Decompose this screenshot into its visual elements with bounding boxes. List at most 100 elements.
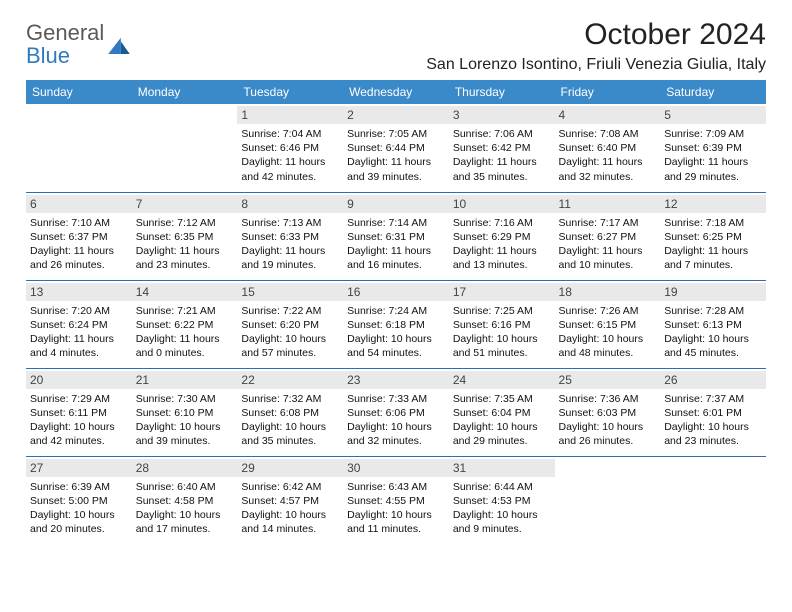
calendar-cell: 1 Sunrise: 7:04 AMSunset: 6:46 PMDaylight… — [237, 104, 343, 192]
day-details: Sunrise: 7:06 AMSunset: 6:42 PMDaylight:… — [453, 127, 551, 184]
day-number: 16 — [343, 283, 449, 301]
calendar-table: SundayMondayTuesdayWednesdayThursdayFrid… — [26, 80, 766, 544]
day-details: Sunrise: 7:21 AMSunset: 6:22 PMDaylight:… — [136, 304, 234, 361]
day-number: 3 — [449, 106, 555, 124]
calendar-week-row: 13Sunrise: 7:20 AMSunset: 6:24 PMDayligh… — [26, 280, 766, 368]
day-number: 21 — [132, 371, 238, 389]
day-details: Sunrise: 6:43 AMSunset: 4:55 PMDaylight:… — [347, 480, 445, 537]
day-details: Sunrise: 7:08 AMSunset: 6:40 PMDaylight:… — [559, 127, 657, 184]
day-number: 30 — [343, 459, 449, 477]
weekday-header: Sunday — [26, 80, 132, 104]
day-details: Sunrise: 6:44 AMSunset: 4:53 PMDaylight:… — [453, 480, 551, 537]
day-number: 4 — [555, 106, 661, 124]
calendar-week-row: 20 Sunrise: 7:29 AMSunset: 6:11 PMDayligh… — [26, 368, 766, 456]
day-number: 25 — [555, 371, 661, 389]
day-number: 31 — [449, 459, 555, 477]
calendar-cell: 30 Sunrise: 6:43 AMSunset: 4:55 PMDayligh… — [343, 456, 449, 544]
day-details: Sunrise: 7:12 AMSunset: 6:35 PMDaylight:… — [136, 216, 234, 273]
day-number: 29 — [237, 459, 343, 477]
title-block: October 2024 San Lorenzo Isontino, Friul… — [426, 18, 766, 74]
calendar-cell: 25 Sunrise: 7:36 AMSunset: 6:03 PMDayligh… — [555, 368, 661, 456]
day-number: 19 — [660, 283, 766, 301]
calendar-cell — [132, 104, 238, 192]
day-number: 23 — [343, 371, 449, 389]
day-number: 13 — [26, 283, 132, 301]
calendar-cell: 15 Sunrise: 7:22 AMSunset: 6:20 PMDayligh… — [237, 280, 343, 368]
calendar-cell: 20 Sunrise: 7:29 AMSunset: 6:11 PMDayligh… — [26, 368, 132, 456]
logo-text-general: General — [26, 20, 104, 45]
calendar-cell: 16Sunrise: 7:24 AMSunset: 6:18 PMDayligh… — [343, 280, 449, 368]
day-details: Sunrise: 7:28 AMSunset: 6:13 PMDaylight:… — [664, 304, 762, 361]
calendar-cell: 13Sunrise: 7:20 AMSunset: 6:24 PMDayligh… — [26, 280, 132, 368]
calendar-cell: 2 Sunrise: 7:05 AMSunset: 6:44 PMDaylight… — [343, 104, 449, 192]
calendar-cell — [555, 456, 661, 544]
day-details: Sunrise: 7:36 AMSunset: 6:03 PMDaylight:… — [559, 392, 657, 449]
day-details: Sunrise: 7:14 AMSunset: 6:31 PMDaylight:… — [347, 216, 445, 273]
calendar-cell: 26 Sunrise: 7:37 AMSunset: 6:01 PMDayligh… — [660, 368, 766, 456]
calendar-cell: 27 Sunrise: 6:39 AMSunset: 5:00 PMDayligh… — [26, 456, 132, 544]
day-details: Sunrise: 7:29 AMSunset: 6:11 PMDaylight:… — [30, 392, 128, 449]
day-number: 1 — [237, 106, 343, 124]
location: San Lorenzo Isontino, Friuli Venezia Giu… — [426, 56, 766, 74]
day-number: 26 — [660, 371, 766, 389]
calendar-cell: 18 Sunrise: 7:26 AMSunset: 6:15 PMDayligh… — [555, 280, 661, 368]
day-details: Sunrise: 7:05 AMSunset: 6:44 PMDaylight:… — [347, 127, 445, 184]
weekday-header: Thursday — [449, 80, 555, 104]
day-number: 18 — [555, 283, 661, 301]
day-number: 9 — [343, 195, 449, 213]
calendar-cell: 3 Sunrise: 7:06 AMSunset: 6:42 PMDaylight… — [449, 104, 555, 192]
day-details: Sunrise: 7:04 AMSunset: 6:46 PMDaylight:… — [241, 127, 339, 184]
calendar-cell — [660, 456, 766, 544]
day-number: 5 — [660, 106, 766, 124]
calendar-cell: 11 Sunrise: 7:17 AMSunset: 6:27 PMDayligh… — [555, 192, 661, 280]
calendar-cell: 7 Sunrise: 7:12 AMSunset: 6:35 PMDaylight… — [132, 192, 238, 280]
day-details: Sunrise: 6:40 AMSunset: 4:58 PMDaylight:… — [136, 480, 234, 537]
day-details: Sunrise: 7:33 AMSunset: 6:06 PMDaylight:… — [347, 392, 445, 449]
weekday-header: Saturday — [660, 80, 766, 104]
calendar-header-row: SundayMondayTuesdayWednesdayThursdayFrid… — [26, 80, 766, 104]
day-details: Sunrise: 7:18 AMSunset: 6:25 PMDaylight:… — [664, 216, 762, 273]
weekday-header: Wednesday — [343, 80, 449, 104]
calendar-week-row: 1 Sunrise: 7:04 AMSunset: 6:46 PMDaylight… — [26, 104, 766, 192]
calendar-cell: 24Sunrise: 7:35 AMSunset: 6:04 PMDayligh… — [449, 368, 555, 456]
day-details: Sunrise: 7:26 AMSunset: 6:15 PMDaylight:… — [559, 304, 657, 361]
day-details: Sunrise: 7:17 AMSunset: 6:27 PMDaylight:… — [559, 216, 657, 273]
day-number: 11 — [555, 195, 661, 213]
logo-text-blue: Blue — [26, 43, 70, 68]
calendar-cell: 12Sunrise: 7:18 AMSunset: 6:25 PMDayligh… — [660, 192, 766, 280]
day-details: Sunrise: 7:32 AMSunset: 6:08 PMDaylight:… — [241, 392, 339, 449]
day-number: 7 — [132, 195, 238, 213]
day-details: Sunrise: 7:13 AMSunset: 6:33 PMDaylight:… — [241, 216, 339, 273]
calendar-cell: 17 Sunrise: 7:25 AMSunset: 6:16 PMDayligh… — [449, 280, 555, 368]
day-number: 27 — [26, 459, 132, 477]
day-details: Sunrise: 7:37 AMSunset: 6:01 PMDaylight:… — [664, 392, 762, 449]
day-details: Sunrise: 7:35 AMSunset: 6:04 PMDaylight:… — [453, 392, 551, 449]
day-details: Sunrise: 7:30 AMSunset: 6:10 PMDaylight:… — [136, 392, 234, 449]
logo-mark-icon — [108, 36, 130, 54]
calendar-week-row: 27 Sunrise: 6:39 AMSunset: 5:00 PMDayligh… — [26, 456, 766, 544]
calendar-cell: 10Sunrise: 7:16 AMSunset: 6:29 PMDayligh… — [449, 192, 555, 280]
day-details: Sunrise: 7:22 AMSunset: 6:20 PMDaylight:… — [241, 304, 339, 361]
day-number: 6 — [26, 195, 132, 213]
day-details: Sunrise: 7:09 AMSunset: 6:39 PMDaylight:… — [664, 127, 762, 184]
day-number: 28 — [132, 459, 238, 477]
day-number: 20 — [26, 371, 132, 389]
day-number: 2 — [343, 106, 449, 124]
day-number: 17 — [449, 283, 555, 301]
calendar-week-row: 6 Sunrise: 7:10 AMSunset: 6:37 PMDaylight… — [26, 192, 766, 280]
calendar-cell: 8Sunrise: 7:13 AMSunset: 6:33 PMDaylight… — [237, 192, 343, 280]
calendar-cell: 6 Sunrise: 7:10 AMSunset: 6:37 PMDaylight… — [26, 192, 132, 280]
header: General Blue October 2024 San Lorenzo Is… — [26, 18, 766, 74]
month-title: October 2024 — [426, 18, 766, 52]
day-details: Sunrise: 6:39 AMSunset: 5:00 PMDaylight:… — [30, 480, 128, 537]
day-number: 22 — [237, 371, 343, 389]
day-details: Sunrise: 7:25 AMSunset: 6:16 PMDaylight:… — [453, 304, 551, 361]
calendar-cell: 28 Sunrise: 6:40 AMSunset: 4:58 PMDayligh… — [132, 456, 238, 544]
day-details: Sunrise: 7:10 AMSunset: 6:37 PMDaylight:… — [30, 216, 128, 273]
calendar-cell: 4 Sunrise: 7:08 AMSunset: 6:40 PMDaylight… — [555, 104, 661, 192]
calendar-cell: 5 Sunrise: 7:09 AMSunset: 6:39 PMDaylight… — [660, 104, 766, 192]
day-number: 15 — [237, 283, 343, 301]
weekday-header: Monday — [132, 80, 238, 104]
calendar-cell: 23 Sunrise: 7:33 AMSunset: 6:06 PMDayligh… — [343, 368, 449, 456]
logo: General Blue — [26, 22, 130, 68]
